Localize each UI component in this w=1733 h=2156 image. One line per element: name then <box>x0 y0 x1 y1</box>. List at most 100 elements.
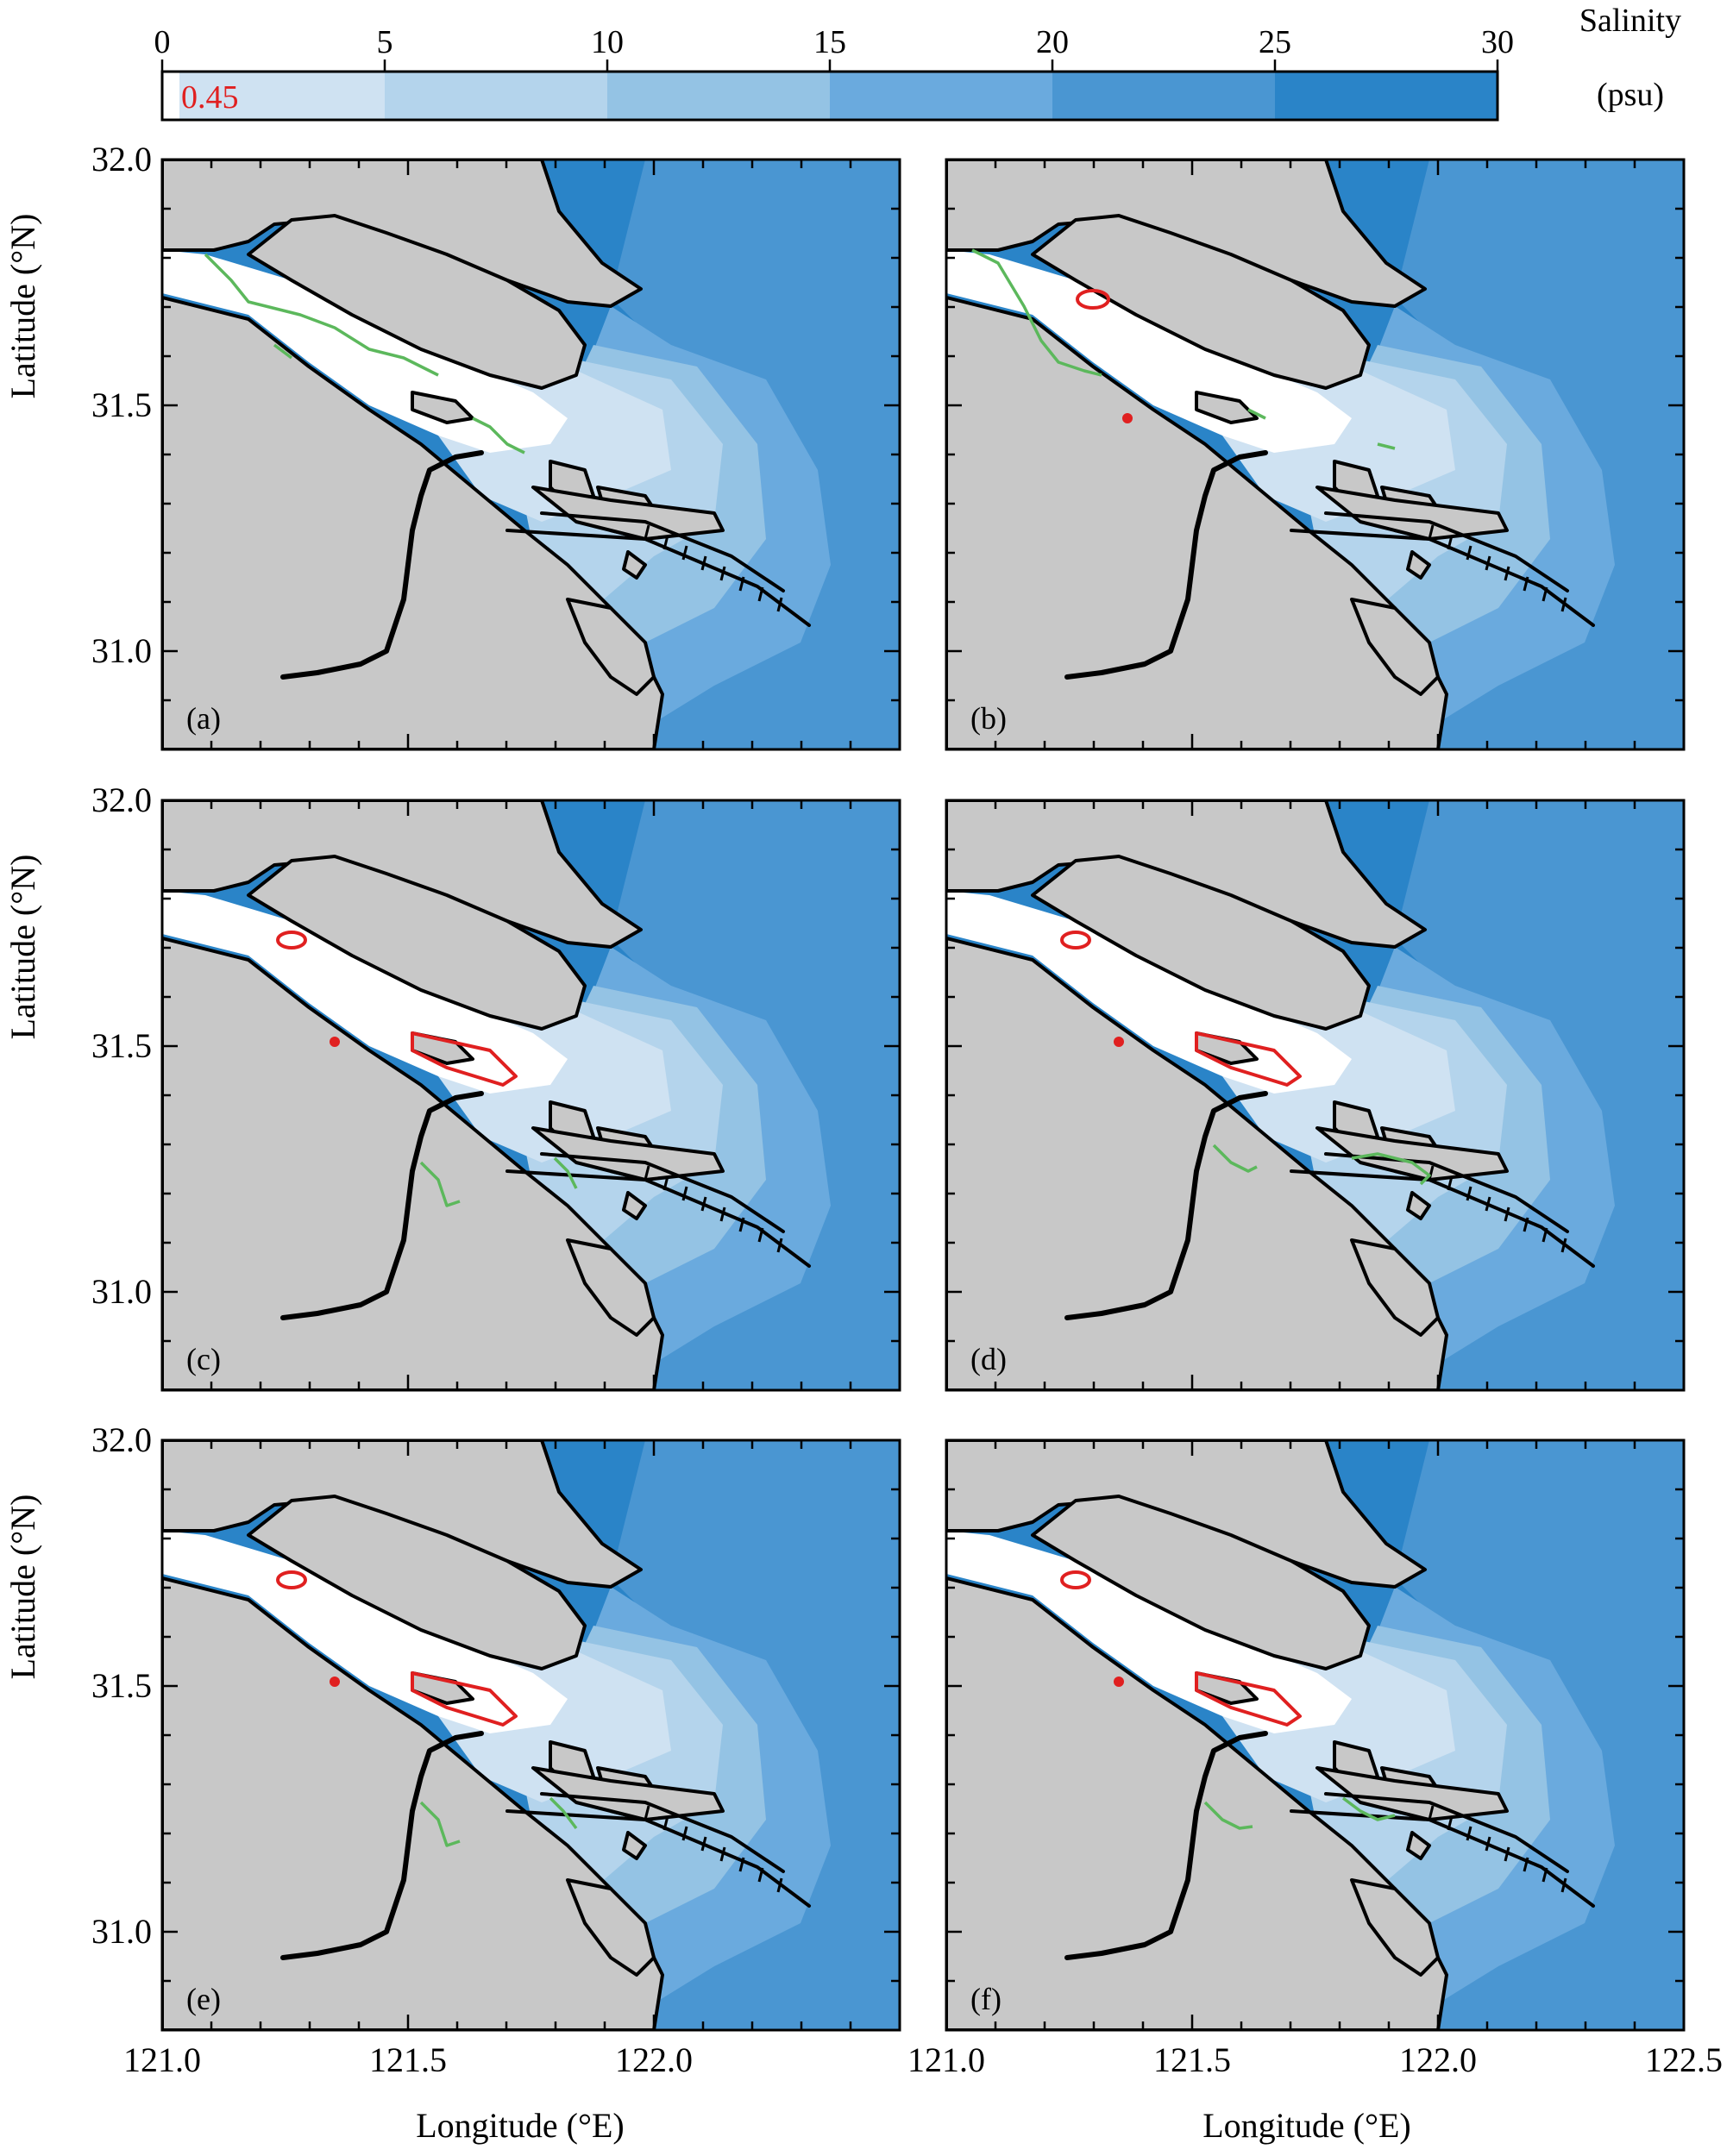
map-panel-content <box>162 160 900 749</box>
groyne <box>776 1238 783 1253</box>
map-panel-d: (d) <box>945 799 1686 1392</box>
shoal-island <box>622 550 647 580</box>
y-tick-label: 31.0 <box>91 1912 152 1951</box>
groyne <box>1523 1217 1529 1232</box>
map-panel-content <box>946 800 1684 1390</box>
x-tick-label: 121.5 <box>1153 2040 1231 2079</box>
groyne <box>719 1846 726 1862</box>
red-isohaline <box>1060 931 1091 950</box>
colorbar-segment <box>385 72 607 120</box>
mainland-coastline <box>280 1731 484 1960</box>
groyne <box>738 1217 745 1232</box>
ylabel-bottom: Latitude (°N) <box>3 1495 42 1680</box>
freshwater-zone <box>946 891 1352 1094</box>
map-panel-b: (b) <box>945 158 1686 751</box>
shoal-island <box>1195 391 1259 424</box>
groyne <box>1428 1805 1435 1821</box>
colorbar-fresh-segment <box>162 72 179 120</box>
shoal-island <box>1350 598 1440 696</box>
colorbar-tick-label: 25 <box>1259 24 1291 60</box>
groyne <box>644 1165 650 1181</box>
map-panel-f: 121.0 121.5 122.0 122.5 (f) <box>907 1438 1723 2079</box>
x-tick-label: 121.0 <box>907 2040 985 2079</box>
groyne <box>719 566 726 581</box>
chongming-island <box>1031 1495 1371 1670</box>
shoal-island <box>1315 1766 1509 1821</box>
red-isohaline <box>1076 289 1110 310</box>
groyne <box>1504 1206 1510 1222</box>
training-jetty <box>1324 511 1569 592</box>
red-isohaline <box>1195 1031 1302 1087</box>
red-isohaline-point <box>330 1037 340 1047</box>
shoal-island <box>531 486 725 541</box>
green-isohaline <box>204 253 525 454</box>
colorbar-tick-label: 0 <box>154 24 171 60</box>
groyne <box>1504 1846 1510 1862</box>
chongming-island <box>1031 214 1371 390</box>
green-isohaline <box>419 1156 578 1207</box>
map-panel-a: 32.0 31.5 31.0 (a) <box>91 140 901 751</box>
groyne <box>1541 1867 1548 1883</box>
mainland-coastline <box>280 450 484 680</box>
groyne <box>1447 1815 1454 1831</box>
groyne <box>644 1805 650 1821</box>
groyne <box>1466 545 1472 561</box>
mainland-coastline <box>1064 1091 1268 1320</box>
training-jetty <box>540 1792 785 1873</box>
shoal-island <box>1350 1238 1440 1337</box>
groyne <box>757 1867 764 1883</box>
x-tick-label: 121.5 <box>369 2040 447 2079</box>
groyne <box>1504 566 1510 581</box>
groyne <box>1541 586 1548 602</box>
panel-label: (b) <box>970 701 1007 736</box>
groyne <box>1466 1826 1472 1841</box>
chongming-island <box>1031 855 1371 1031</box>
colorbar-segment <box>830 72 1052 120</box>
groyne <box>1523 1857 1529 1872</box>
green-isohaline <box>419 1796 578 1847</box>
y-tick-label: 31.0 <box>91 631 152 670</box>
colorbar-segment <box>162 72 385 120</box>
groyne <box>1466 1186 1472 1201</box>
shoal-island <box>566 1238 656 1337</box>
groyne <box>738 576 745 592</box>
ylabel-middle: Latitude (°N) <box>3 855 42 1040</box>
panel-label: (e) <box>186 1982 221 2016</box>
mainland-coastline <box>1064 450 1268 680</box>
groyne <box>757 1227 764 1243</box>
ylabel-top: Latitude (°N) <box>3 214 42 399</box>
y-tick-label: 31.5 <box>91 385 152 424</box>
x-tick-label: 121.0 <box>123 2040 201 2079</box>
red-isohaline-point <box>1114 1677 1124 1687</box>
panels: 32.0 31.5 31.0 (a) (b) 32.0 31.5 31.0 (c) (d) 32.0… <box>91 140 1723 2079</box>
green-isohaline <box>971 248 1396 450</box>
groyne <box>1560 1238 1567 1253</box>
colorbar: 0 5 10 15 20 25 30 0.45 Salinity (psu) <box>154 3 1681 122</box>
red-isohaline <box>411 1671 518 1727</box>
groyne <box>700 555 707 571</box>
shoal-island <box>622 1831 647 1860</box>
groyne <box>776 597 783 612</box>
shoal-island <box>1350 1878 1440 1977</box>
shoal-island <box>1406 550 1431 580</box>
panel-label: (c) <box>186 1342 221 1376</box>
x-tick-label: 122.0 <box>1399 2040 1477 2079</box>
shoal-island <box>1406 1191 1431 1220</box>
shoal-island <box>1315 486 1509 541</box>
red-isohaline <box>276 931 307 950</box>
x-tick-label: 122.5 <box>1645 2040 1723 2079</box>
red-isohaline <box>1195 1671 1302 1727</box>
y-tick-label: 32.0 <box>91 1420 152 1459</box>
red-isohaline-point <box>1122 413 1133 423</box>
red-isohaline-point <box>330 1677 340 1687</box>
shoal-island <box>531 1126 725 1181</box>
panel-label: (f) <box>970 1982 1001 2016</box>
colorbar-unit: (psu) <box>1597 77 1664 113</box>
groyne <box>1541 1227 1548 1243</box>
x-tick-label: 122.0 <box>615 2040 693 2079</box>
training-jetty <box>505 1169 811 1268</box>
xlabel-right: Longitude (°E) <box>1202 2106 1410 2145</box>
red-isohaline <box>411 1031 518 1087</box>
groyne <box>719 1206 726 1222</box>
chongming-island <box>247 1495 587 1670</box>
